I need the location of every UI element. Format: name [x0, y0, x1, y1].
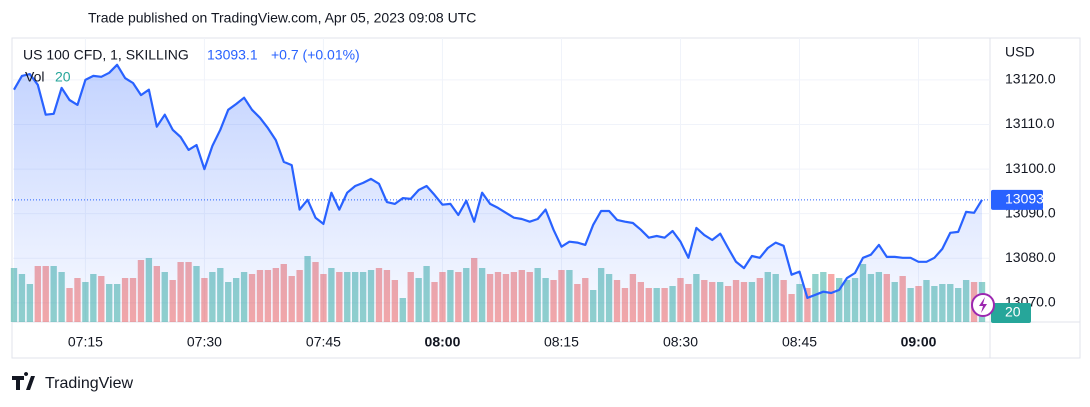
x-tick-label: 07:30	[187, 334, 222, 350]
last-price-label: 13093.1	[1005, 191, 1056, 207]
y-tick-label: 13110.0	[1005, 115, 1055, 131]
y-tick-label: 13120.0	[1005, 71, 1056, 87]
alert-icon	[979, 297, 987, 313]
x-tick-label: 08:30	[663, 334, 698, 350]
last-volume-badge	[991, 303, 1031, 323]
frame	[11, 37, 1081, 359]
x-tick-label: 08:15	[544, 334, 579, 350]
last-price-badge	[991, 189, 1043, 210]
brand-logo	[12, 372, 35, 390]
x-tick-label: 09:00	[901, 334, 937, 350]
x-tick-label: 07:45	[306, 334, 341, 350]
symbol: US 100 CFD, 1, SKILLING	[23, 47, 189, 63]
price-area	[14, 64, 982, 323]
last-price: 13093.1	[207, 47, 258, 63]
x-tick-label: 08:00	[425, 334, 461, 350]
x-tick-label: 08:45	[782, 334, 817, 350]
brand: TradingView	[45, 375, 133, 392]
vol-value: 20	[55, 69, 71, 85]
y-tick-label: 13080.0	[1005, 249, 1056, 265]
last-volume-label: 20	[1005, 304, 1021, 320]
currency: USD	[1005, 44, 1035, 60]
vol-label: Vol	[25, 69, 44, 85]
header-title: Trade published on TradingView.com, Apr …	[88, 10, 476, 26]
y-tick-label: 13100.0	[1005, 160, 1056, 176]
price-line	[13, 63, 983, 299]
price-change: +0.7 (+0.01%)	[271, 47, 360, 63]
x-tick-label: 07:15	[68, 334, 103, 350]
